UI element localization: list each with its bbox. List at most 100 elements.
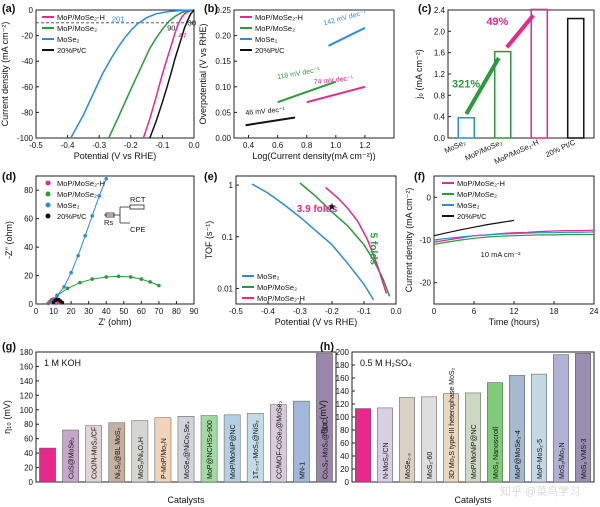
data-point: [139, 277, 144, 281]
legend-label: 20%Pt/C: [255, 46, 285, 55]
category-label: MoP/MoNiP@NC: [471, 424, 478, 479]
series-line: [108, 9, 195, 139]
panel-label: (a): [2, 3, 16, 15]
fit-line: [306, 85, 366, 104]
circuit-label: RCT: [130, 195, 146, 204]
x-tick-label: 10: [49, 307, 58, 316]
annotation-text: 47: [178, 31, 186, 40]
legend-marker: [45, 191, 51, 197]
panel-e: -0.5 -0.4 -0.3 -0.2 -0.1 0.0 0.01 0.1 1 Potential…: [204, 171, 402, 327]
data-point: [55, 293, 59, 298]
panel-a: -0.5 -0.4 -0.3 -0.2 -0.1 0.0 -100 -80 -60 -40 -20 0…: [0, 3, 200, 161]
y-tick-label: 120: [336, 400, 350, 409]
y-tick-label: 0.1: [222, 233, 234, 242]
legend-label: MoP/MoSe₂: [457, 190, 497, 199]
category-label: CC/MOF-CoSe₂@MoSe₂: [276, 400, 283, 479]
y-tick-label: -20: [419, 279, 431, 288]
category-label: CoO/N-MoS₂/CF: [92, 427, 99, 479]
annotation-text: 321%: [452, 78, 480, 90]
bar: [566, 17, 585, 139]
category-label: MoP@MoSe₂-4: [515, 430, 522, 479]
legend-label: MoSe₂: [57, 201, 80, 210]
y-tick-label: 100: [336, 413, 350, 422]
y-tick-label: 80: [340, 426, 349, 435]
x-tick-label: -0.3: [293, 307, 307, 316]
y-tick-label: 2.4: [434, 6, 446, 15]
y-tick-label: 20: [24, 272, 33, 281]
series-line: [433, 233, 594, 245]
bar: [131, 420, 149, 483]
x-axis-label: Potential (V vs RHE): [275, 317, 358, 327]
circuit-resistor: [129, 204, 145, 210]
x-tick-label: 40: [102, 307, 111, 316]
bar: [509, 375, 525, 483]
y-tick-label: 2.0: [434, 27, 446, 36]
data-point: [90, 277, 94, 281]
legend-label: MoP/MoSe₂: [57, 24, 97, 33]
panel-label: (c): [418, 3, 432, 15]
annotation-text: 3.9 folds: [297, 204, 338, 215]
series-line: [433, 231, 595, 241]
y-tick-label: 60: [24, 215, 33, 224]
y-tick-label: 1.6: [434, 49, 446, 58]
y-tick-label: -40: [21, 57, 33, 66]
x-axis-label: Time (hours): [489, 317, 540, 327]
y-tick-label: 0.01: [217, 284, 233, 293]
x-axis-label: Log(Current density(mA cm⁻²)): [252, 151, 375, 161]
y-axis-label: η₁₀ (mV): [2, 400, 12, 434]
circuit-wire: [104, 206, 130, 224]
x-tick-label: 70: [154, 307, 163, 316]
series-line: [325, 186, 388, 294]
x-tick-label: -0.5: [29, 141, 43, 150]
panel-label: (e): [204, 171, 218, 183]
y-axis-label: j₀ (mA cm⁻²): [414, 49, 424, 99]
bar: [223, 414, 241, 483]
legend-marker: [45, 213, 51, 219]
bar: [269, 404, 287, 483]
y-tick-label: -10: [419, 236, 431, 245]
y-tick-label: 0.20: [215, 32, 231, 41]
annotation-text: 10 mA cm⁻²: [481, 250, 521, 259]
bar: [553, 354, 569, 483]
x-tick-label: -0.3: [92, 141, 106, 150]
fit-line: [277, 80, 337, 104]
series-line: [70, 9, 195, 139]
panel-label: (b): [204, 3, 218, 15]
y-tick-label: 60: [340, 439, 349, 448]
y-tick-label: 0: [427, 193, 432, 202]
bar: [421, 396, 437, 483]
data-point: [157, 283, 161, 288]
legend-label: MoP/MoSe₂-H: [257, 294, 305, 303]
y-tick-label: 0.15: [215, 57, 231, 66]
y-tick-label: 0.00: [215, 134, 231, 143]
fit-line: [245, 116, 296, 127]
y-tick-label: -60: [21, 83, 33, 92]
category-label: N-MoS₂/CN: [383, 442, 390, 479]
series-line: [433, 219, 515, 237]
x-tick-label: 1.2: [359, 141, 371, 150]
data-point: [104, 275, 109, 279]
x-tick-label: -0.4: [61, 141, 75, 150]
y-tick-label: 40: [340, 452, 349, 461]
x-tick-label: 6: [472, 307, 477, 316]
data-point: [104, 177, 109, 181]
category-label: MoP/MoNiP@NC: [230, 424, 237, 479]
x-tick-label: 12: [510, 307, 519, 316]
panel-title: 0.5 M H₂SO₄: [360, 358, 412, 368]
bar: [377, 407, 393, 483]
data-point: [129, 275, 133, 279]
plot-frame: [233, 9, 395, 139]
y-tick-label: 100: [20, 406, 34, 415]
category-label: 1T₀.₇₂-MoS₂@NiS₂: [253, 420, 260, 479]
star-marker: ★: [328, 202, 337, 213]
bar: [487, 382, 503, 483]
legend-label: MoP/MoSe₂-H: [255, 13, 303, 22]
y-tick-label: 140: [20, 377, 34, 386]
increase-arrow: [464, 56, 501, 116]
category-label: MoS₂ Nanoscroll: [493, 426, 500, 479]
y-axis-label: -Z'' (ohm): [4, 221, 14, 259]
bar: [399, 397, 415, 483]
panel-label: (g): [2, 341, 16, 353]
category-label: MoP-MoS₂-5: [537, 439, 544, 479]
y-tick-label: 0: [29, 300, 34, 309]
